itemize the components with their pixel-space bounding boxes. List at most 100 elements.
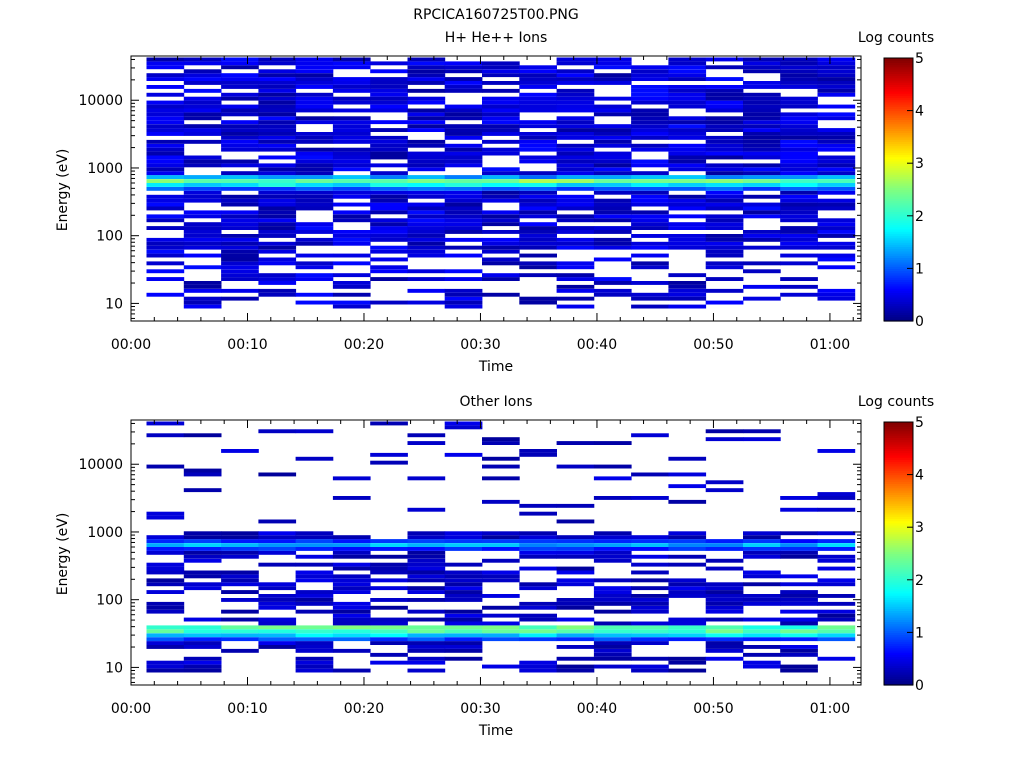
heatmap-cell	[705, 120, 744, 125]
colorbar-step	[884, 538, 913, 541]
colorbar-step	[884, 299, 913, 302]
x-tick-label: 00:20	[344, 337, 384, 353]
heatmap-cell	[332, 668, 371, 673]
heatmap-cell	[817, 112, 856, 117]
colorbar-tick-label: 0	[915, 678, 924, 694]
heatmap-cell	[743, 598, 781, 602]
heatmap-cell	[444, 633, 483, 638]
heatmap-cell	[519, 206, 557, 211]
heatmap-cell	[593, 61, 632, 66]
heatmap-cell	[519, 230, 557, 234]
heatmap-cell	[407, 77, 446, 81]
heatmap-cell	[146, 57, 185, 62]
heatmap-cell	[332, 496, 371, 500]
heatmap-cell	[556, 535, 595, 540]
heatmap-cell	[519, 85, 557, 89]
heatmap-cell	[183, 183, 222, 187]
heatmap-cell	[183, 61, 222, 66]
heatmap-cell	[668, 167, 707, 172]
heatmap-cell	[258, 139, 297, 144]
heatmap-cell	[556, 128, 595, 132]
heatmap-cell	[482, 629, 520, 634]
colorbar-step	[884, 242, 913, 245]
heatmap-cell	[780, 543, 818, 547]
heatmap-cell	[556, 202, 595, 207]
axis-ticks: 00:00 00:10 00:20 00:30 00:40 00:50 01:0010100…	[78, 420, 861, 717]
colorbar-step	[884, 478, 913, 482]
colorbar-step	[884, 527, 913, 530]
heatmap-cell	[593, 183, 632, 187]
colorbar-step	[884, 439, 913, 443]
heatmap-cell	[556, 664, 595, 669]
heatmap-cell	[780, 147, 818, 152]
heatmap-cell	[407, 183, 446, 187]
heatmap-cell	[146, 179, 185, 183]
y-tick-label: 10	[105, 660, 123, 676]
colorbar-step	[884, 590, 913, 594]
heatmap-cell	[705, 183, 744, 187]
heatmap-cell	[556, 668, 595, 673]
heatmap-cell	[631, 163, 669, 168]
colorbar-label: Log counts	[858, 30, 934, 46]
heatmap-cell	[332, 562, 371, 567]
heatmap-cell	[221, 648, 259, 653]
heatmap-cell	[183, 300, 222, 305]
heatmap-cell	[183, 245, 222, 250]
heatmap-cell	[295, 167, 334, 172]
heatmap-cell	[482, 210, 520, 215]
heatmap-cell	[370, 637, 408, 642]
heatmap-cell	[258, 621, 297, 626]
colorbar-step	[884, 459, 913, 463]
heatmap-cell	[780, 135, 818, 140]
colorbar-step	[884, 680, 913, 684]
heatmap-cell	[631, 281, 669, 285]
heatmap-cell	[631, 641, 669, 645]
heatmap-cell	[370, 543, 408, 547]
heatmap-cell	[631, 108, 669, 113]
colorbar-step	[884, 663, 913, 666]
heatmap-cell	[295, 139, 334, 144]
heatmap-cell	[780, 617, 818, 622]
heatmap-cell	[482, 570, 520, 575]
heatmap-cell	[444, 245, 483, 250]
heatmap-cell	[593, 648, 632, 653]
heatmap-cell	[668, 288, 707, 293]
heatmap-cell	[332, 281, 371, 285]
colorbar-step	[884, 73, 913, 77]
colorbar-step	[884, 505, 913, 509]
heatmap-cell	[519, 214, 557, 219]
heatmap-cell	[556, 88, 595, 93]
heatmap-cell	[295, 648, 334, 653]
heatmap-cell	[258, 429, 297, 434]
heatmap-cell	[332, 261, 371, 266]
heatmap-cell	[817, 179, 856, 183]
heatmap-cell	[593, 151, 632, 156]
heatmap-cell	[183, 304, 222, 309]
colorbar-step	[884, 485, 913, 489]
heatmap-cell	[146, 269, 185, 274]
heatmap-cell	[332, 159, 371, 164]
heatmap-cell	[258, 143, 297, 148]
heatmap-cell	[556, 519, 595, 524]
heatmap-cell	[593, 128, 632, 132]
colorbar-step	[884, 255, 913, 259]
heatmap-cell	[780, 582, 818, 587]
heatmap-cell	[817, 594, 856, 598]
heatmap-cell	[444, 206, 483, 211]
heatmap-cell	[593, 112, 632, 117]
heatmap-cell	[221, 574, 259, 579]
heatmap-cell	[780, 550, 818, 555]
colorbar-step	[884, 193, 913, 197]
colorbar-step	[884, 432, 913, 436]
heatmap-cell	[482, 441, 520, 445]
colorbar-step	[884, 564, 913, 568]
heatmap-cell	[743, 132, 781, 136]
heatmap-cell	[146, 159, 185, 164]
heatmap-cell	[444, 135, 483, 140]
colorbar-step	[884, 97, 913, 101]
heatmap-cell	[183, 116, 222, 121]
colorbar-step	[884, 147, 913, 151]
heatmap-cell	[556, 625, 595, 630]
heatmap-cell	[631, 214, 669, 219]
heatmap-cell	[332, 179, 371, 183]
